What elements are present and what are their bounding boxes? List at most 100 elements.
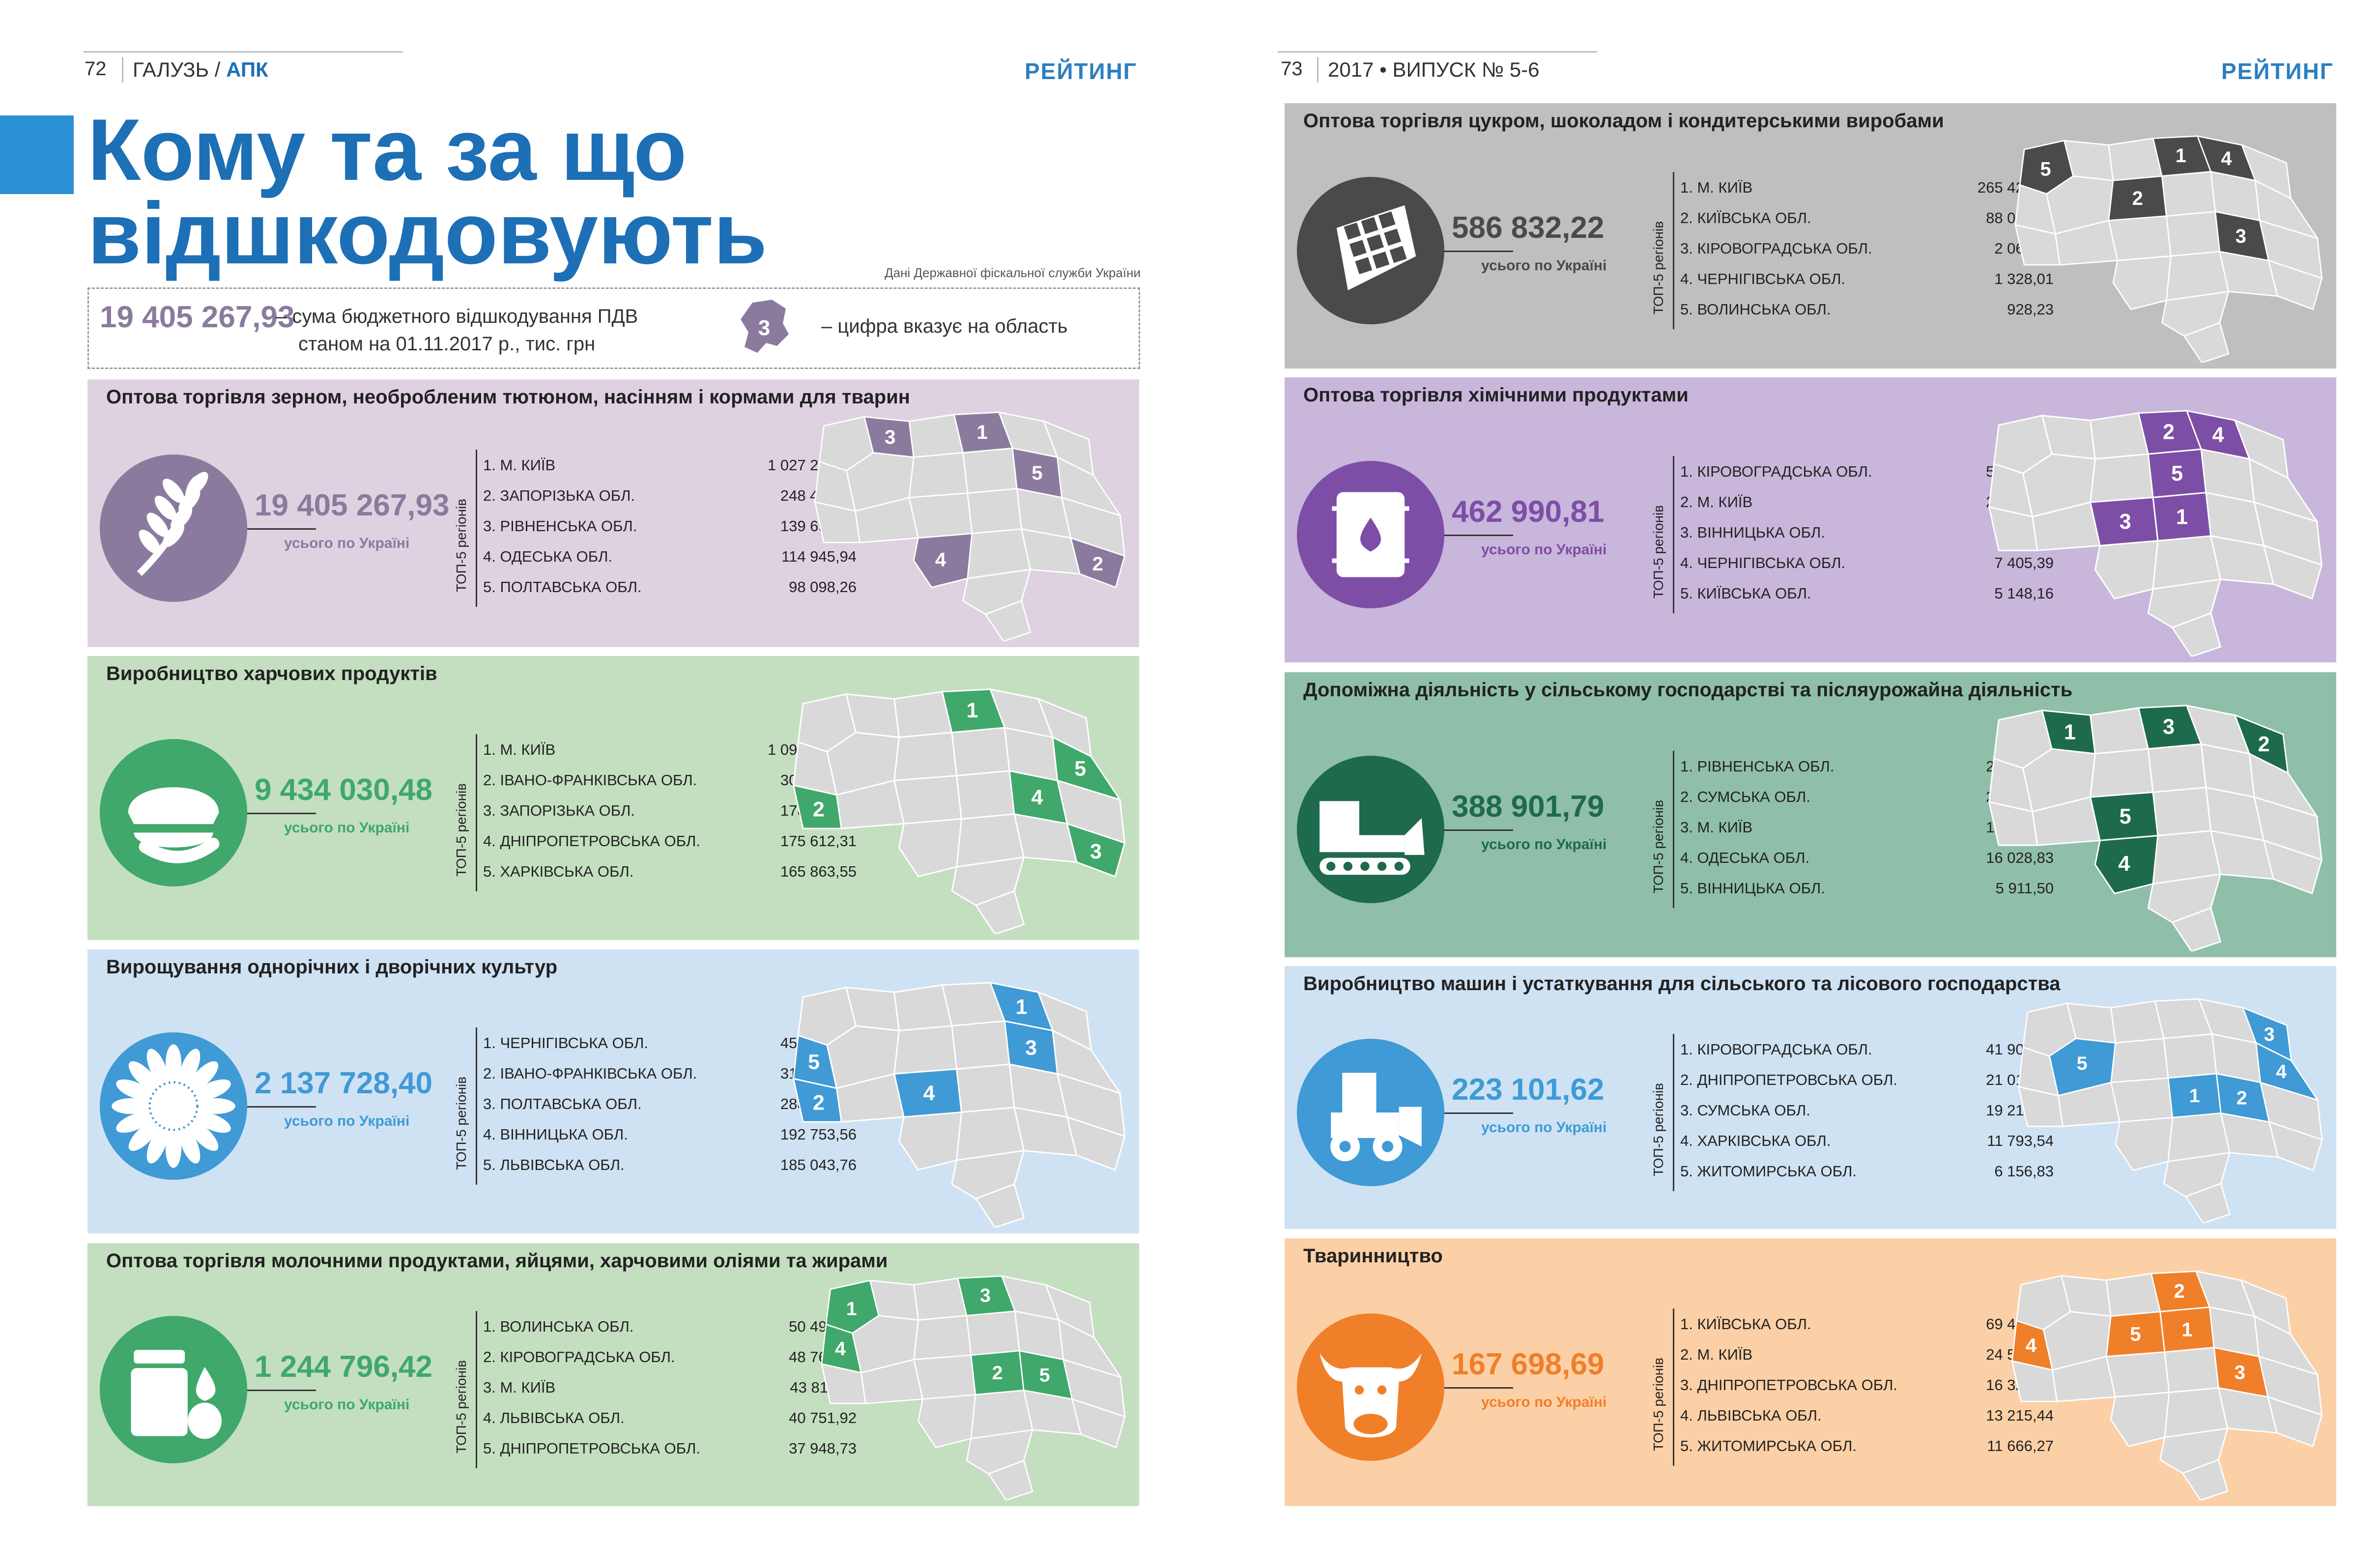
rating-panel: Оптова торгівля цукром, шоколадом і конд… bbox=[1285, 103, 2336, 369]
list-item: 5. ЛЬВІВСЬКА ОБЛ. 185 043,76 bbox=[483, 1149, 857, 1180]
region-name: 2. СУМСЬКА ОБЛ. bbox=[1680, 788, 1810, 806]
list-item: 2. КИЇВСЬКА ОБЛ.88 036,55 bbox=[1680, 202, 2054, 233]
category-total-label: усього по Україні bbox=[1481, 836, 1607, 853]
map-region bbox=[2171, 612, 2222, 656]
highlighted-region bbox=[1065, 823, 1126, 878]
map-region bbox=[2183, 321, 2230, 363]
top5-label: ТОП-5 регіонів bbox=[454, 1360, 469, 1453]
map-region bbox=[2115, 1116, 2174, 1171]
region-name: 5. ЛЬВІВСЬКА ОБЛ. bbox=[483, 1156, 625, 1174]
region-name: 2. ДНІПРОПЕТРОВСЬКА ОБЛ. bbox=[1680, 1071, 1897, 1089]
region-name: 5. ПОЛТАВСЬКА ОБЛ. bbox=[483, 578, 642, 596]
title-accent-block bbox=[0, 115, 74, 194]
map-region bbox=[1071, 1398, 1126, 1449]
region-label: ЗАПОРІЗЬКА ОБЛ. bbox=[500, 802, 635, 819]
category-total-label: усього по Україні bbox=[284, 1396, 410, 1413]
region-label: ВІННИЦЬКА ОБЛ. bbox=[1697, 524, 1825, 541]
region-label: ДНІПРОПЕТРОВСЬКА ОБЛ. bbox=[1697, 1071, 1898, 1088]
ukraine-map: 1 2 3 4 5 bbox=[792, 981, 1126, 1227]
bread-icon bbox=[128, 787, 220, 863]
region-name: 1. М. КИЇВ bbox=[483, 456, 555, 474]
region-name: 3. ВІННИЦЬКА ОБЛ. bbox=[1680, 524, 1825, 541]
top5-label: ТОП-5 регіонів bbox=[1651, 799, 1666, 893]
region-rank: 3. bbox=[1680, 819, 1693, 836]
region-rank: 1. bbox=[1680, 179, 1693, 196]
map-region bbox=[2161, 171, 2216, 217]
category-total: 586 832,22 bbox=[1452, 211, 1605, 245]
category-icon-circle bbox=[1297, 1313, 1444, 1461]
map-region bbox=[955, 770, 1015, 820]
region-label: М. КИЇВ bbox=[1697, 819, 1753, 836]
region-label: КІРОВОГРАДСЬКА ОБЛ. bbox=[1697, 463, 1872, 480]
region-name: 4. ВІННИЦЬКА ОБЛ. bbox=[483, 1126, 628, 1143]
region-rank: 2. bbox=[1680, 209, 1693, 227]
category-total: 19 405 267,93 bbox=[255, 488, 450, 522]
map-rank-number: 5 bbox=[2171, 462, 2183, 485]
list-item: 5. ДНІПРОПЕТРОВСЬКА ОБЛ. 37 948,73 bbox=[483, 1433, 857, 1463]
map-rank-number: 1 bbox=[977, 421, 988, 443]
panel-title: Виробництво харчових продуктів bbox=[106, 663, 437, 684]
excavator-icon bbox=[1319, 801, 1425, 875]
region-name: 5. КИЇВСЬКА ОБЛ. bbox=[1680, 585, 1811, 602]
category-total-label: усього по Україні bbox=[284, 820, 410, 836]
panel-title: Виробництво машин і устаткування для сіл… bbox=[1303, 973, 2061, 995]
category-total: 167 698,69 bbox=[1452, 1347, 1605, 1381]
category-icon-circle bbox=[1297, 461, 1444, 608]
region-rank: 4. bbox=[483, 547, 496, 565]
top5-divider bbox=[1673, 1308, 1674, 1466]
map-rank-number: 3 bbox=[980, 1284, 991, 1306]
map-region bbox=[2112, 255, 2172, 311]
region-rank: 4. bbox=[483, 832, 496, 850]
region-value: 40 751,92 bbox=[789, 1409, 857, 1426]
region-label: ЖИТОМИРСЬКА ОБЛ. bbox=[1697, 1162, 1857, 1180]
map-rank-number: 3 bbox=[2163, 715, 2175, 739]
rating-panel: Допоміжна діяльність у сільському господ… bbox=[1285, 672, 2336, 957]
region-label: КІРОВОГРАДСЬКА ОБЛ. bbox=[500, 1348, 675, 1366]
map-rank-number: 4 bbox=[2212, 424, 2224, 447]
region-name: 4. ЧЕРНІГІВСЬКА ОБЛ. bbox=[1680, 554, 1845, 572]
map-region bbox=[975, 890, 1025, 934]
map-rank-number: 2 bbox=[812, 1091, 824, 1115]
map-region bbox=[2147, 743, 2207, 793]
ukraine-map: 1 2 3 4 5 bbox=[821, 1275, 1126, 1500]
header-divider-right bbox=[1317, 57, 1319, 83]
map-region bbox=[2110, 1392, 2170, 1447]
region-rank: 4. bbox=[1680, 270, 1693, 287]
region-label: ПОЛТАВСЬКА ОБЛ. bbox=[500, 578, 642, 596]
list-item: 1. М. КИЇВ 265 421,48 bbox=[1680, 172, 2054, 202]
map-region bbox=[2152, 786, 2212, 837]
map-rank-number: 1 bbox=[2064, 720, 2076, 744]
region-label: РІВНЕНСЬКА ОБЛ. bbox=[500, 517, 637, 535]
region-value: 5 911,50 bbox=[1995, 880, 2054, 897]
panel-title: Оптова торгівля цукром, шоколадом і конд… bbox=[1303, 110, 1944, 132]
top5-label: ТОП-5 регіонів bbox=[1651, 1357, 1666, 1451]
list-item: 4. ЧЕРНІГІВСЬКА ОБЛ. 1 328,01 bbox=[1680, 263, 2054, 294]
map-rank-number: 4 bbox=[2026, 1335, 2037, 1357]
region-value: 7 405,39 bbox=[1994, 554, 2054, 571]
category-total: 462 990,81 bbox=[1452, 495, 1605, 529]
map-region bbox=[987, 1459, 1033, 1500]
region-name: 3. ЗАПОРІЗЬКА ОБЛ. bbox=[483, 802, 635, 820]
region-name: 1. ВОЛИНСЬКА ОБЛ. bbox=[483, 1318, 633, 1336]
map-rank-number: 3 bbox=[2120, 510, 2131, 534]
region-rank: 2. bbox=[1680, 1345, 1693, 1363]
map-rank-number: 4 bbox=[2221, 148, 2232, 170]
top5-divider bbox=[476, 1311, 477, 1468]
map-rank-number: 5 bbox=[808, 1051, 820, 1074]
region-value: 1 328,01 bbox=[1994, 270, 2054, 287]
region-rank: 3. bbox=[1680, 240, 1693, 257]
map-rank-number: 5 bbox=[1032, 462, 1043, 484]
region-name: 5. ЖИТОМИРСЬКА ОБЛ. bbox=[1680, 1437, 1857, 1455]
region-label: ЗАПОРІЗЬКА ОБЛ. bbox=[500, 486, 635, 504]
region-name: 2. ІВАНО-ФРАНКІВСЬКА ОБЛ. bbox=[483, 1065, 697, 1083]
category-total: 223 101,62 bbox=[1452, 1072, 1605, 1107]
region-rank: 1. bbox=[1680, 1040, 1693, 1058]
region-name: 1. М. КИЇВ bbox=[483, 741, 555, 759]
category-total-label: усього по Україні bbox=[1481, 1119, 1607, 1136]
map-rank-number: 2 bbox=[992, 1362, 1003, 1384]
region-label: ХАРКІВСЬКА ОБЛ. bbox=[1697, 1132, 1831, 1149]
map-rank-number: 4 bbox=[1031, 786, 1043, 809]
region-rank: 3. bbox=[483, 517, 496, 535]
region-value: 11 666,27 bbox=[1987, 1437, 2054, 1454]
